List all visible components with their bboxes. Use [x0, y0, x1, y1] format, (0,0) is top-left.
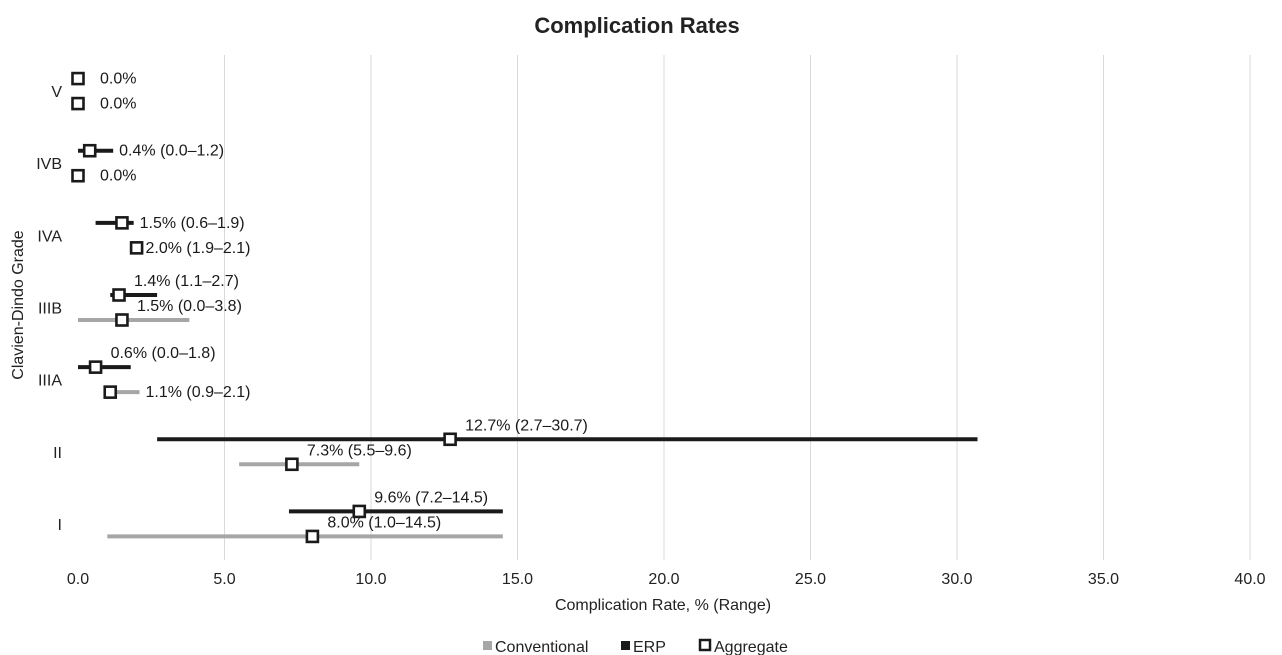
legend-label-conventional: Conventional [495, 639, 588, 655]
legend-swatch-aggregate [698, 638, 712, 652]
data-label: 7.3% (5.5–9.6) [307, 442, 412, 459]
x-tick-labels: 0.0 5.0 10.0 15.0 20.0 25.0 30.0 35.0 40.0 [67, 571, 1266, 588]
data-label: 1.1% (0.9–2.1) [146, 384, 251, 401]
data-label: 12.7% (2.7–30.7) [465, 417, 588, 434]
aggregate-marker [112, 288, 126, 302]
aggregate-marker [305, 529, 320, 544]
aggregate-marker [115, 216, 129, 230]
aggregate-marker [115, 313, 129, 327]
category-label: IIIB [38, 301, 62, 318]
data-label: 2.0% (1.9–2.1) [146, 240, 251, 257]
data-label: 1.5% (0.0–3.8) [137, 298, 242, 315]
category-label: IVB [36, 156, 62, 173]
x-tick-label: 35.0 [1088, 571, 1119, 588]
aggregate-marker [443, 432, 457, 447]
aggregate-marker [285, 457, 299, 472]
category-label: II [53, 445, 62, 462]
x-tick-label: 5.0 [213, 571, 235, 588]
x-tick-label: 30.0 [941, 571, 972, 588]
aggregate-marker [352, 504, 367, 519]
aggregate-marker [71, 168, 85, 183]
data-label: 0.0% [100, 71, 136, 88]
data-label: 0.4% (0.0–1.2) [119, 143, 224, 160]
x-tick-label: 20.0 [648, 571, 679, 588]
category-label: I [58, 517, 62, 534]
legend: Conventional ERP Aggregate [483, 638, 788, 655]
data-label: 9.6% (7.2–14.5) [374, 489, 488, 506]
data-label: 0.6% (0.0–1.8) [111, 345, 216, 362]
data-label: 0.0% [100, 96, 136, 113]
series-marks [71, 71, 978, 544]
legend-swatch-conventional [483, 641, 492, 650]
x-tick-label: 25.0 [795, 571, 826, 588]
aggregate-marker [129, 241, 144, 255]
x-tick-label: 15.0 [502, 571, 533, 588]
category-label: V [51, 84, 62, 101]
chart-title: Complication Rates [534, 13, 739, 38]
data-label: 1.5% (0.6–1.9) [140, 215, 245, 232]
legend-label-aggregate: Aggregate [714, 639, 788, 655]
aggregate-marker [103, 385, 118, 399]
data-label: 8.0% (1.0–14.5) [327, 514, 441, 531]
category-label: IIIA [38, 373, 62, 390]
aggregate-marker [82, 143, 97, 158]
aggregate-marker [71, 96, 85, 111]
legend-label-erp: ERP [633, 639, 666, 655]
aggregate-marker [71, 71, 85, 86]
data-labels: 0.0% 0.4% (0.0–1.2) 1.5% (0.6–1.9) 1.4% (1.… [100, 71, 588, 532]
data-label: 0.0% [100, 168, 136, 185]
gridlines [224, 55, 1251, 560]
aggregate-marker [88, 360, 103, 374]
y-axis-title: Clavien-Dindo Grade [10, 230, 27, 380]
data-label: 1.4% (1.1–2.7) [134, 273, 239, 290]
category-label: IVA [37, 228, 62, 245]
x-axis-title: Complication Rate, % (Range) [555, 597, 771, 614]
x-tick-label: 0.0 [67, 571, 89, 588]
x-tick-label: 10.0 [355, 571, 386, 588]
legend-swatch-erp [621, 641, 630, 650]
x-tick-label: 40.0 [1234, 571, 1265, 588]
